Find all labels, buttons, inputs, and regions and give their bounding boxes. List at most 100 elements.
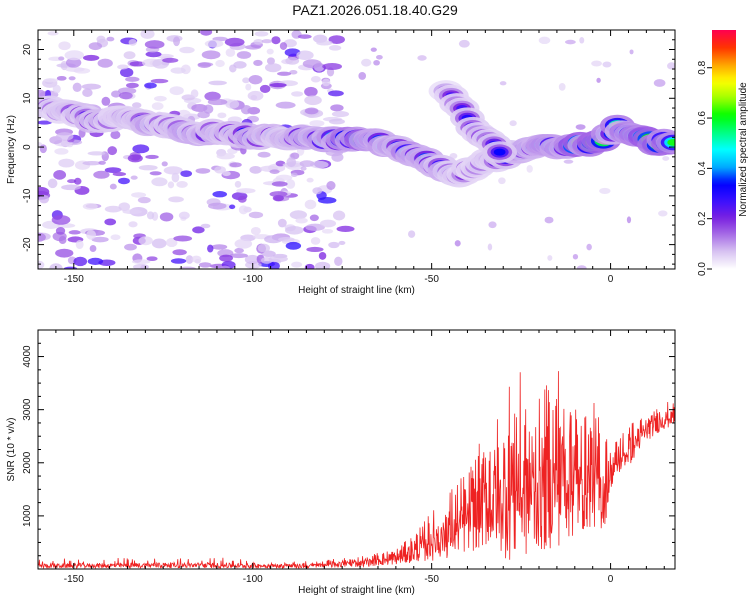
heatmap-noise-blob	[662, 156, 670, 161]
heatmap-noise-blob	[328, 35, 345, 44]
heatmap-noise-blob	[200, 30, 213, 36]
heatmap-noise-blob	[64, 50, 85, 61]
heatmap-noise-blob	[117, 64, 129, 70]
heatmap-noise-blob	[61, 184, 81, 191]
heatmap-noise-blob	[330, 104, 344, 112]
heatmap-noise-blob	[336, 225, 355, 232]
heatmap-y-axis-label: Frequency (Hz)	[6, 115, 17, 184]
heatmap-noise-blob	[144, 40, 165, 49]
heatmap-noise-blob	[326, 181, 336, 190]
colorbar	[712, 30, 736, 269]
heatmap-noise-blob	[408, 230, 416, 238]
heatmap-noise-blob	[626, 216, 632, 224]
heatmap-noise-blob	[104, 218, 117, 226]
heatmap-noise-blob	[321, 228, 334, 234]
heatmap-noise-blob	[249, 165, 262, 174]
heatmap-noise-blob	[558, 82, 566, 91]
heatmap-noise-blob	[73, 256, 88, 267]
heatmap-noise-blob	[328, 241, 340, 249]
heatmap-noise-blob	[304, 95, 322, 106]
heatmap-noise-blob	[264, 63, 282, 73]
heatmap-noise-blob	[310, 237, 321, 245]
heatmap-noise-blob	[304, 107, 319, 115]
heatmap-frame	[37, 29, 676, 270]
heatmap-noise-blob	[238, 205, 249, 215]
heatmap-noise-blob	[170, 258, 187, 264]
heatmap-noise-blob	[305, 223, 325, 232]
heatmap-noise-blob	[268, 255, 288, 263]
heatmap-noise-blob	[173, 235, 193, 242]
heatmap-noise-blob	[417, 55, 427, 61]
heatmap-noise-blob	[579, 37, 585, 44]
heatmap-x-axis-label: Height of straight line (km)	[298, 285, 415, 296]
heatmap-noise-blob	[229, 204, 236, 210]
heatmap-noise-blob	[338, 240, 346, 245]
heatmap-noise-blob	[279, 42, 288, 50]
colorbar-label: Normalized spectral amplitude	[738, 82, 749, 217]
heatmap-y-tick-label: -10	[22, 188, 33, 203]
heatmap-noise-blob	[266, 48, 274, 55]
heatmap-noise-blob	[458, 39, 470, 48]
heatmap-noise-blob	[68, 230, 81, 235]
heatmap-noise-blob	[172, 249, 187, 256]
heatmap-noise-blob	[297, 34, 312, 39]
heatmap-noise-blob	[163, 166, 183, 175]
heatmap-noise-blob	[332, 210, 346, 221]
heatmap-noise-blob	[112, 172, 127, 177]
heatmap-noise-blob	[225, 99, 240, 109]
heatmap-noise-blob	[370, 47, 377, 52]
heatmap-noise-blob	[130, 175, 138, 180]
heatmap-noise-blob	[201, 50, 221, 60]
heatmap-noise-blob	[233, 61, 247, 69]
heatmap-noise-blob	[128, 38, 137, 46]
heatmap-noise-blob	[328, 44, 342, 51]
heatmap-noise-blob	[68, 76, 76, 81]
heatmap-noise-blob	[131, 259, 151, 265]
heatmap-noise-blob	[245, 83, 252, 91]
heatmap-noise-blob	[72, 82, 82, 93]
heatmap-noise-blob	[309, 120, 325, 127]
heatmap-noise-blob	[82, 54, 100, 61]
heatmap-noise-blob	[591, 60, 602, 67]
heatmap-noise-blob	[154, 95, 167, 102]
heatmap-noise-blob	[146, 211, 155, 220]
snr-x-tick-label: -150	[64, 574, 84, 585]
heatmap-noise-blob	[271, 36, 281, 45]
heatmap-noise-blob	[208, 80, 227, 86]
heatmap-noise-blob	[488, 221, 497, 229]
heatmap-noise-blob	[168, 196, 184, 203]
heatmap-noise-blob	[54, 148, 69, 155]
heatmap-noise-blob	[253, 39, 264, 45]
heatmap-noise-blob	[91, 236, 109, 243]
heatmap-noise-blob	[254, 31, 269, 37]
heatmap-noise-blob	[118, 202, 131, 212]
heatmap-noise-blob	[97, 58, 113, 68]
colorbar-tick-label: 0.8	[697, 60, 708, 74]
heatmap-noise-blob	[107, 146, 118, 156]
heatmap-noise-blob	[150, 78, 169, 84]
snr-x-tick-label: -100	[243, 574, 263, 585]
heatmap-noise-blob	[499, 81, 507, 86]
heatmap-noise-blob	[599, 187, 611, 194]
heatmap-noise-blob	[173, 36, 181, 47]
heatmap-noise-blob	[109, 183, 117, 190]
figure-title: PAZ1.2026.051.18.40.G29	[292, 2, 458, 18]
heatmap-noise-blob	[328, 90, 344, 97]
heatmap-noise-blob	[234, 180, 242, 188]
heatmap-noise-blob	[151, 177, 168, 187]
heatmap-noise-blob	[198, 262, 212, 268]
heatmap-noise-blob	[190, 89, 199, 98]
heatmap-noise-blob	[667, 62, 675, 70]
heatmap-noise-blob	[110, 234, 121, 241]
heatmap-noise-blob	[295, 217, 308, 224]
heatmap-noise-blob	[319, 219, 337, 228]
heatmap-noise-blob	[544, 216, 554, 224]
heatmap-noise-blob	[106, 36, 115, 42]
heatmap-noise-blob	[82, 203, 98, 210]
heatmap-noise-blob	[214, 166, 226, 174]
heatmap-noise-blob	[145, 154, 159, 159]
heatmap-y-tick-label: 10	[22, 92, 33, 104]
heatmap-noise-blob	[65, 57, 82, 68]
heatmap-noise-blob	[564, 39, 576, 45]
heatmap-noise-blob	[137, 196, 151, 204]
